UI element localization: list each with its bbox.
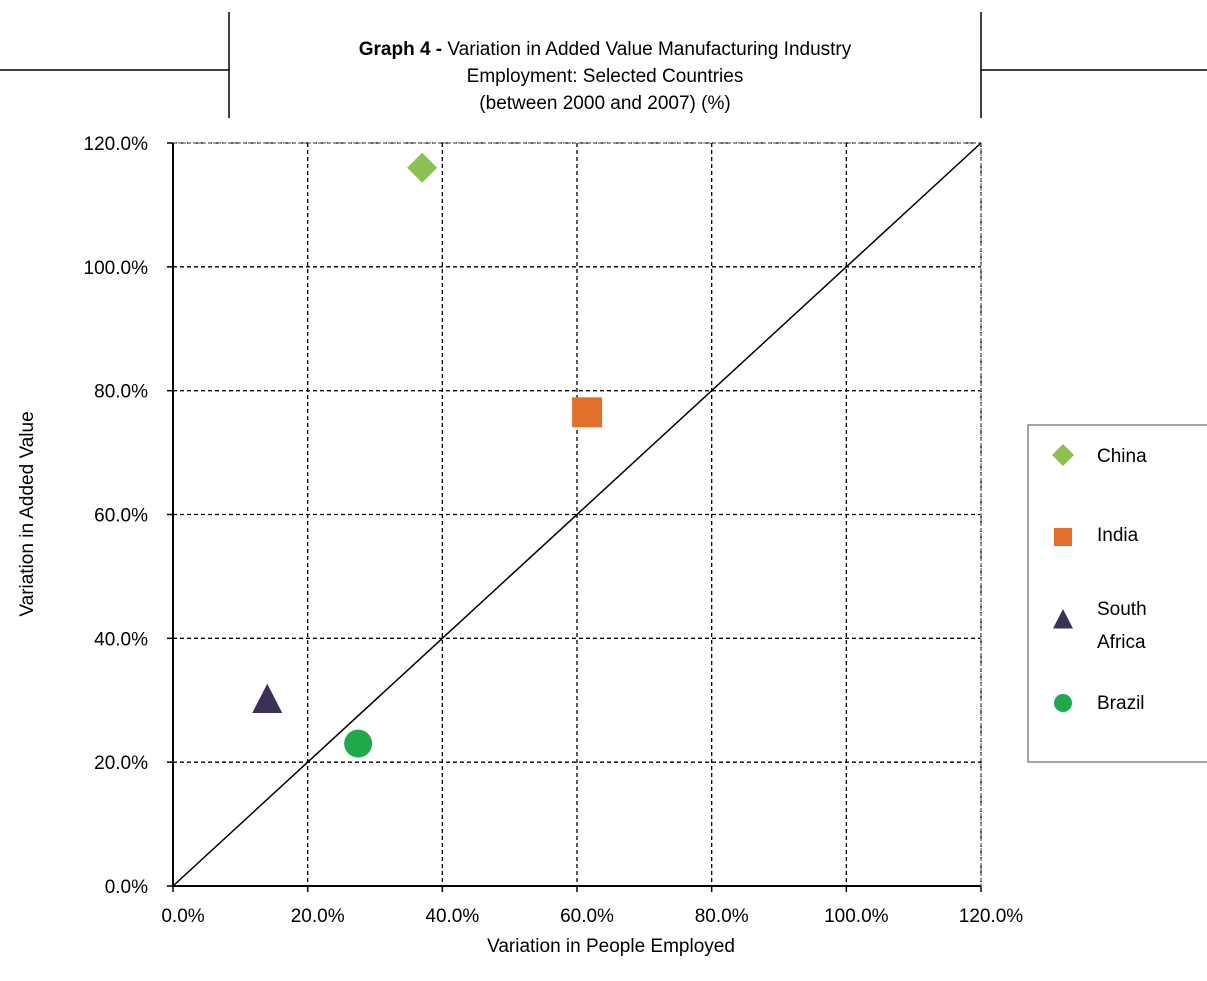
legend-box <box>1027 424 1207 763</box>
data-point-south-africa <box>252 683 283 713</box>
x-tick-label: 0.0% <box>161 906 204 927</box>
x-tick-label: 100.0% <box>824 906 889 927</box>
x-tick-label: 20.0% <box>291 906 345 927</box>
y-tick-label: 120.0% <box>84 134 149 155</box>
y-tick-label: 60.0% <box>94 506 148 527</box>
legend-label-china: China <box>1097 446 1147 467</box>
y-axis-label: Variation in Added Value <box>17 411 38 616</box>
legend-marker-india <box>1054 528 1072 546</box>
legend-marker-china <box>1052 444 1074 466</box>
y-tick-label: 0.0% <box>105 877 148 898</box>
x-tick-label: 80.0% <box>695 906 749 927</box>
x-tick-label: 40.0% <box>425 906 479 927</box>
y-tick-label: 80.0% <box>94 382 148 403</box>
data-point-brazil <box>344 729 373 758</box>
y-tick-label: 20.0% <box>94 753 148 774</box>
y-tick-label: 100.0% <box>84 258 149 279</box>
data-point-india <box>572 397 603 428</box>
chart-title-line-1: Graph 4 - Variation in Added Value Manuf… <box>230 36 980 63</box>
legend-label-south-africa: Africa <box>1097 632 1146 653</box>
x-tick-label: 60.0% <box>560 906 614 927</box>
x-tick-label: 120.0% <box>959 906 1024 927</box>
chart-legend: China India South Africa Brazil <box>1027 424 1207 763</box>
chart-ticks: 0.0% 20.0% 40.0% 60.0% 80.0% 100.0% 120.0% 0.0%… <box>84 134 1024 927</box>
legend-label-south-africa: South <box>1097 599 1147 620</box>
chart-marks <box>172 142 982 887</box>
legend-marker-brazil <box>1054 694 1072 712</box>
legend-label-india: India <box>1097 525 1139 546</box>
chart-title-text-1: Variation in Added Value Manufacturing I… <box>447 39 852 60</box>
legend-label-brazil: Brazil <box>1097 693 1145 714</box>
reference-line <box>172 142 982 887</box>
y-tick-label: 40.0% <box>94 629 148 650</box>
x-axis-label: Variation in People Employed <box>487 936 735 957</box>
chart-title-line-3: (between 2000 and 2007) (%) <box>479 93 731 114</box>
legend-marker-south-africa <box>1053 609 1073 629</box>
data-point-china <box>407 152 438 183</box>
chart-title-prefix: Graph 4 - <box>358 39 448 60</box>
chart-title-line-2: Employment: Selected Countries <box>466 66 744 87</box>
